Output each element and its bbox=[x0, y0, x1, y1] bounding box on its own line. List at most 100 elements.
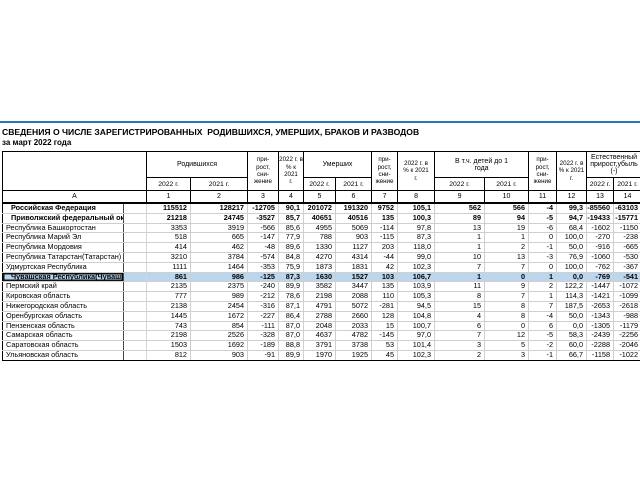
table-row[interactable]: Пермский край 2135 2375 -240 89,9 3582 3447 135… bbox=[2, 281, 640, 293]
value-cell: -4 bbox=[528, 202, 558, 214]
value-cell: 1 bbox=[434, 242, 486, 253]
value-cell: 3353 bbox=[146, 222, 191, 234]
value-cell: -353 bbox=[247, 261, 279, 273]
table-row[interactable]: Чувашская Республика(Чувашия) 861 986 -125 8… bbox=[2, 271, 640, 283]
spacer-cell bbox=[123, 310, 147, 322]
value-cell: -1421 bbox=[586, 291, 615, 302]
value-cell: 812 bbox=[146, 349, 191, 361]
value-cell: 1 bbox=[528, 291, 558, 302]
value-cell: 1 bbox=[484, 232, 530, 244]
value-cell: -1 bbox=[528, 242, 558, 253]
value-cell: 4314 bbox=[334, 251, 373, 263]
table-row[interactable]: Ульяновская область 812 903 -91 89,9 1970 1925… bbox=[2, 349, 640, 361]
region-name-cell: Удмуртская Республика bbox=[2, 261, 124, 273]
column-index: 14 bbox=[613, 190, 640, 204]
corner-cell bbox=[2, 151, 147, 191]
column-index: 13 bbox=[586, 190, 615, 204]
region-name-cell: Республика Башкортостан bbox=[2, 222, 124, 234]
value-cell: 122,2 bbox=[556, 281, 588, 293]
value-cell: 89,6 bbox=[278, 242, 304, 253]
table-row[interactable]: Оренбургская область 1445 1672 -227 86,4 2788… bbox=[2, 310, 640, 322]
value-cell: -1060 bbox=[586, 251, 615, 263]
header-natural-group: Естественный прирост,убыль (-) bbox=[586, 151, 640, 178]
table-row[interactable]: Пензенская область 743 854 -111 87,0 2048 2033… bbox=[2, 320, 640, 332]
value-cell: 7 bbox=[434, 261, 486, 273]
value-cell: -281 bbox=[371, 300, 399, 312]
value-cell: 8 bbox=[484, 310, 530, 322]
spacer-cell bbox=[123, 281, 147, 293]
table-row[interactable]: Республика Мордовия 414 462 -48 89,6 1330 1127… bbox=[2, 242, 640, 253]
table-row[interactable]: Саратовская область 1503 1692 -189 88,8 3791 3… bbox=[2, 340, 640, 351]
value-cell: 84,8 bbox=[278, 251, 304, 263]
value-cell: 4 bbox=[434, 310, 486, 322]
region-name-cell: Ульяновская область bbox=[2, 349, 124, 361]
value-cell: -240 bbox=[247, 281, 279, 293]
value-cell: 2033 bbox=[334, 320, 373, 332]
value-cell: 4637 bbox=[303, 330, 336, 342]
value-cell: -574 bbox=[247, 251, 279, 263]
value-cell: -5 bbox=[528, 212, 558, 224]
value-cell: 4782 bbox=[334, 330, 373, 342]
value-cell: 13 bbox=[434, 222, 486, 234]
value-cell: 1925 bbox=[334, 349, 373, 361]
value-cell: 201072 bbox=[303, 202, 336, 214]
table-row[interactable]: Приволжский федеральный округ 21218 24745-… bbox=[2, 212, 640, 224]
value-cell: 87,1 bbox=[278, 300, 304, 312]
header-deaths-group: Умерших bbox=[302, 151, 373, 178]
value-cell: 2788 bbox=[303, 310, 336, 322]
table-row[interactable]: Республика Башкортостан 3353 3919 -566 85,6 4… bbox=[2, 222, 640, 234]
region-name-cell: Республика Мордовия bbox=[2, 242, 124, 253]
value-cell: 88,8 bbox=[278, 340, 304, 351]
column-index: А bbox=[2, 190, 147, 204]
spacer-cell bbox=[123, 222, 147, 234]
table-row[interactable]: Республика Татарстан(Татарстан) 3210 3784-… bbox=[2, 251, 640, 263]
value-cell: 7 bbox=[484, 261, 530, 273]
column-index: 6 bbox=[334, 190, 373, 204]
value-cell: 103 bbox=[371, 271, 399, 283]
value-cell: -1179 bbox=[613, 320, 640, 332]
table-row[interactable]: Республика Марий Эл 518 665 -147 77,9 788 903-… bbox=[2, 232, 640, 244]
value-cell: 94 bbox=[484, 212, 530, 224]
header-year: 2021 г. bbox=[484, 177, 530, 191]
value-cell: 854 bbox=[190, 320, 248, 332]
header-births-growth: при- рост, сни- жение bbox=[247, 151, 279, 191]
value-cell: -238 bbox=[613, 232, 640, 244]
value-cell: -2653 bbox=[586, 300, 615, 312]
header-year: 2021 г. bbox=[190, 177, 248, 191]
table-row[interactable]: Удмуртская Республика 1111 1464 -353 75,9 187… bbox=[2, 261, 640, 273]
value-cell: 97,8 bbox=[397, 222, 436, 234]
value-cell: -2439 bbox=[586, 330, 615, 342]
value-cell: 5072 bbox=[334, 300, 373, 312]
value-cell: 8 bbox=[484, 300, 530, 312]
value-cell: -530 bbox=[613, 251, 640, 263]
value-cell: 3919 bbox=[190, 222, 248, 234]
value-cell: -6 bbox=[528, 222, 558, 234]
header-deaths-pct: 2022 г. в % к 2021 г. bbox=[397, 151, 436, 191]
value-cell: -114 bbox=[371, 222, 399, 234]
value-cell: -2 bbox=[528, 340, 558, 351]
value-cell: 94,7 bbox=[556, 212, 588, 224]
value-cell: 9752 bbox=[371, 202, 399, 214]
table-row[interactable]: Нижегородская область 2138 2454 -316 87,1 479… bbox=[2, 300, 640, 312]
value-cell: 128217 bbox=[190, 202, 248, 214]
value-cell: 4955 bbox=[303, 222, 336, 234]
header-infants-pct: 2022 г. в % к 2021 г. bbox=[556, 151, 588, 191]
value-cell: 13 bbox=[484, 251, 530, 263]
table-row[interactable]: Самарская область 2198 2526 -328 87,0 4637 478… bbox=[2, 330, 640, 342]
column-index: 3 bbox=[247, 190, 279, 204]
header-year: 2022 г. bbox=[146, 177, 191, 191]
value-cell: 562 bbox=[434, 202, 486, 214]
value-cell: 3 bbox=[434, 340, 486, 351]
spacer-cell bbox=[123, 232, 147, 244]
value-cell: -1305 bbox=[586, 320, 615, 332]
header-year: 2022 г. bbox=[586, 177, 615, 191]
table-row[interactable]: Кировская область 777 989 -212 78,6 2198 2088 1… bbox=[2, 291, 640, 302]
value-cell: -189 bbox=[247, 340, 279, 351]
spacer-cell bbox=[123, 330, 147, 342]
value-cell: 7 bbox=[528, 300, 558, 312]
value-cell: 1111 bbox=[146, 261, 191, 273]
value-cell: -1343 bbox=[586, 310, 615, 322]
value-cell: 75,9 bbox=[278, 261, 304, 273]
table-row[interactable]: Российская Федерация 115512 128217 -12705 90… bbox=[2, 202, 640, 214]
value-cell: 1464 bbox=[190, 261, 248, 273]
